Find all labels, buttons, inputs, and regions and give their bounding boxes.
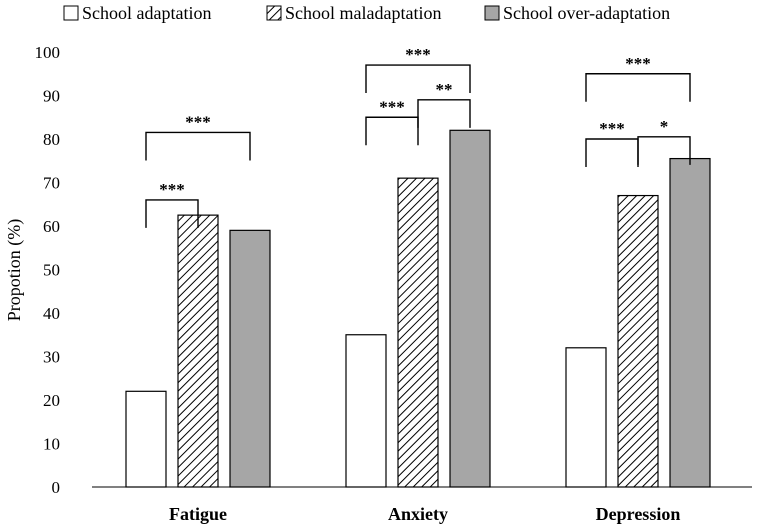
- bar-hatched-anxiety: [397, 177, 439, 488]
- significance-label: ***: [185, 112, 211, 131]
- bars: [125, 129, 711, 488]
- legend-item-school-over-adaptation: School over-adaptation: [484, 3, 670, 23]
- legend-swatch-white: [63, 5, 79, 21]
- significance-bracket: [637, 136, 691, 165]
- significance-bracket: [585, 73, 691, 102]
- significance-bracket: [365, 64, 471, 94]
- legend-label: School maladaptation: [285, 3, 441, 23]
- y-tick-label: 80: [43, 130, 60, 149]
- bar-white-depression: [565, 347, 607, 488]
- legend-label: School over-adaptation: [503, 3, 670, 23]
- legend-item-school-maladaptation: School maladaptation: [266, 3, 441, 23]
- significance-bracket: [145, 199, 199, 228]
- significance-label: ***: [159, 180, 185, 199]
- bar-white-fatigue: [125, 390, 167, 488]
- legend-label: School adaptation: [82, 3, 211, 23]
- bar-gray-depression: [669, 157, 711, 488]
- y-tick-label: 10: [43, 435, 60, 454]
- bar-hatched-fatigue: [177, 214, 219, 488]
- bar-gray-fatigue: [229, 229, 271, 488]
- significance-brackets: ***************** ****: [145, 45, 691, 228]
- bar-gray-anxiety: [449, 129, 491, 488]
- category-label: Anxiety: [388, 504, 448, 524]
- y-tick-label: 50: [43, 261, 60, 280]
- significance-bracket: [417, 99, 471, 128]
- legend-item-school-adaptation: School adaptation: [63, 3, 211, 23]
- significance-bracket: [365, 116, 419, 146]
- category-label: Fatigue: [169, 504, 227, 524]
- y-tick-label: 20: [43, 391, 60, 410]
- category-label: Depression: [596, 504, 681, 524]
- significance-label: **: [436, 80, 453, 99]
- bar-white-anxiety: [345, 334, 387, 488]
- significance-bracket: [585, 138, 639, 167]
- legend-swatch-hatched: [266, 5, 282, 21]
- x-axis: Fatigue Anxiety Depression: [169, 504, 680, 524]
- y-axis-title: Propotion (%): [4, 219, 25, 322]
- significance-label: ***: [599, 119, 625, 138]
- y-tick-label: 0: [52, 478, 61, 497]
- y-tick-label: 100: [35, 43, 61, 62]
- significance-label: *: [660, 117, 669, 136]
- significance-bracket: [145, 131, 251, 161]
- y-tick-label: 90: [43, 87, 60, 106]
- bar-hatched-depression: [617, 194, 659, 488]
- legend: School adaptation School maladaptation S…: [63, 3, 670, 23]
- significance-label: ***: [405, 45, 431, 64]
- y-tick-label: 30: [43, 348, 60, 367]
- significance-label: ***: [379, 97, 405, 116]
- y-tick-label: 40: [43, 304, 60, 323]
- y-tick-label: 70: [43, 174, 60, 193]
- y-axis: 0 10 20 30 40 50 60 70 80 90 100: [35, 43, 61, 497]
- significance-label: ***: [625, 54, 651, 73]
- y-tick-label: 60: [43, 217, 60, 236]
- legend-swatch-gray: [484, 5, 500, 21]
